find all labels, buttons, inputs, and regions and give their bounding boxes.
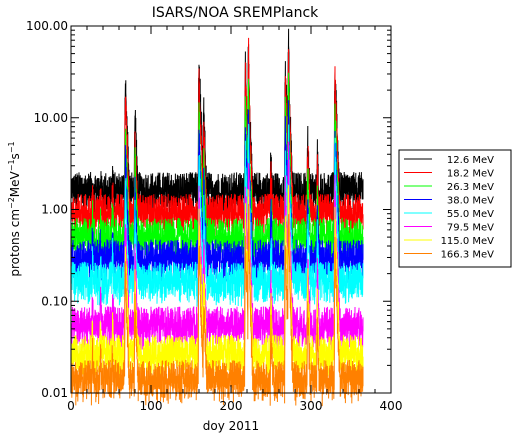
legend-label: 12.6 MeV bbox=[447, 155, 494, 166]
y-tick-label: 100.00 bbox=[26, 19, 68, 33]
x-tick-label: 300 bbox=[300, 399, 323, 413]
legend-label: 26.3 MeV bbox=[447, 182, 494, 193]
y-tick-label: 1.00 bbox=[41, 203, 68, 217]
series-line bbox=[71, 37, 364, 241]
series-layer bbox=[71, 28, 364, 407]
series-line bbox=[71, 28, 364, 218]
series-line bbox=[71, 203, 364, 407]
legend-box bbox=[398, 149, 512, 268]
x-axis: 0 100 200 300 400 bbox=[67, 26, 402, 413]
legend-label: 38.0 MeV bbox=[447, 196, 494, 207]
legend-label: 55.0 MeV bbox=[447, 209, 494, 220]
x-tick-label: 100 bbox=[140, 399, 163, 413]
series-line bbox=[71, 141, 364, 353]
y-tick-label: 0.01 bbox=[41, 386, 68, 400]
x-axis-title: doy 2011 bbox=[203, 419, 259, 433]
series-line bbox=[71, 123, 364, 309]
chart-title: ISARS/NOA SREMPlanck bbox=[152, 5, 319, 21]
x-tick-label: 400 bbox=[380, 399, 403, 413]
x-tick-label: 0 bbox=[67, 399, 75, 413]
legend-label: 79.5 MeV bbox=[447, 223, 494, 234]
legend-label: 166.3 MeV bbox=[441, 250, 495, 261]
series-line bbox=[71, 100, 364, 286]
y-axis-title: protons cm−2MeV−1s−1 bbox=[7, 141, 22, 276]
series-line bbox=[71, 72, 364, 265]
x-tick-label: 200 bbox=[220, 399, 243, 413]
legend: 12.6 MeV 18.2 MeV 26.3 MeV 38.0 MeV 55.0 MeV… bbox=[398, 149, 512, 268]
legend-label: 115.0 MeV bbox=[441, 236, 495, 247]
y-tick-label: 0.10 bbox=[41, 294, 68, 308]
y-tick-label: 10.00 bbox=[34, 111, 68, 125]
y-axis: 0.01 0.10 1.00 10.00 100.00 bbox=[26, 19, 391, 400]
legend-label: 18.2 MeV bbox=[447, 169, 494, 180]
